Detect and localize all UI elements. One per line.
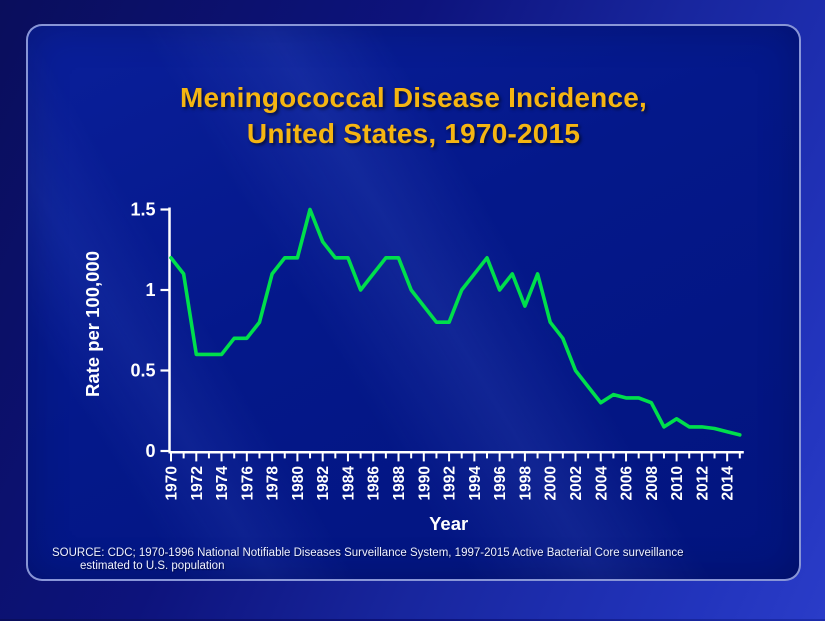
source-line2: estimated to U.S. population [80,560,225,573]
x-tick-label: 1986 [366,466,383,501]
x-tick-label: 2012 [694,466,711,500]
data-line [169,207,742,437]
y-tick-label: 0 [145,441,155,461]
x-tick-label: 1996 [492,466,509,501]
y-tick-label: 1 [145,280,155,300]
x-tick-label: 1990 [416,466,433,500]
chart-title: Meningococcal Disease Incidence, United … [28,80,799,151]
x-tick-label: 1984 [340,466,357,501]
chart-title-line2: United States, 1970-2015 [246,117,581,149]
x-tick-label: 1972 [189,466,206,500]
x-tick-label: 1982 [315,466,332,500]
x-tick-label: 1988 [391,466,408,501]
source-note: SOURCE: CDC; 1970-1996 National Notifiab… [52,547,684,573]
x-tick-label: 1998 [517,466,534,501]
x-tick-label: 2008 [644,466,661,501]
slide-panel: Meningococcal Disease Incidence, United … [26,24,801,581]
x-tick-label: 1980 [290,466,307,500]
x-tick-label: 1970 [164,466,181,500]
x-tick-label: 1994 [467,466,484,501]
x-tick-label: 1992 [442,466,459,500]
y-tick-label: 1.5 [130,200,155,220]
y-axis-title: Rate per 100,000 [82,251,103,397]
x-tick-label: 2014 [720,466,737,501]
x-tick-label: 1978 [265,466,282,501]
x-tick-label: 2006 [619,466,636,501]
source-line1: SOURCE: CDC; 1970-1996 National Notifiab… [52,547,684,559]
x-tick-label: 1976 [239,466,256,501]
x-tick-label: 2010 [669,466,686,500]
y-tick-label: 0.5 [130,361,155,381]
x-tick-label: 2004 [593,466,610,501]
x-tick-label: 2002 [568,466,585,500]
x-axis-title: Year [429,513,468,534]
chart-title-line1: Meningococcal Disease Incidence, [179,82,648,113]
x-tick-label: 2000 [543,466,560,500]
x-tick-label: 1974 [214,466,231,501]
